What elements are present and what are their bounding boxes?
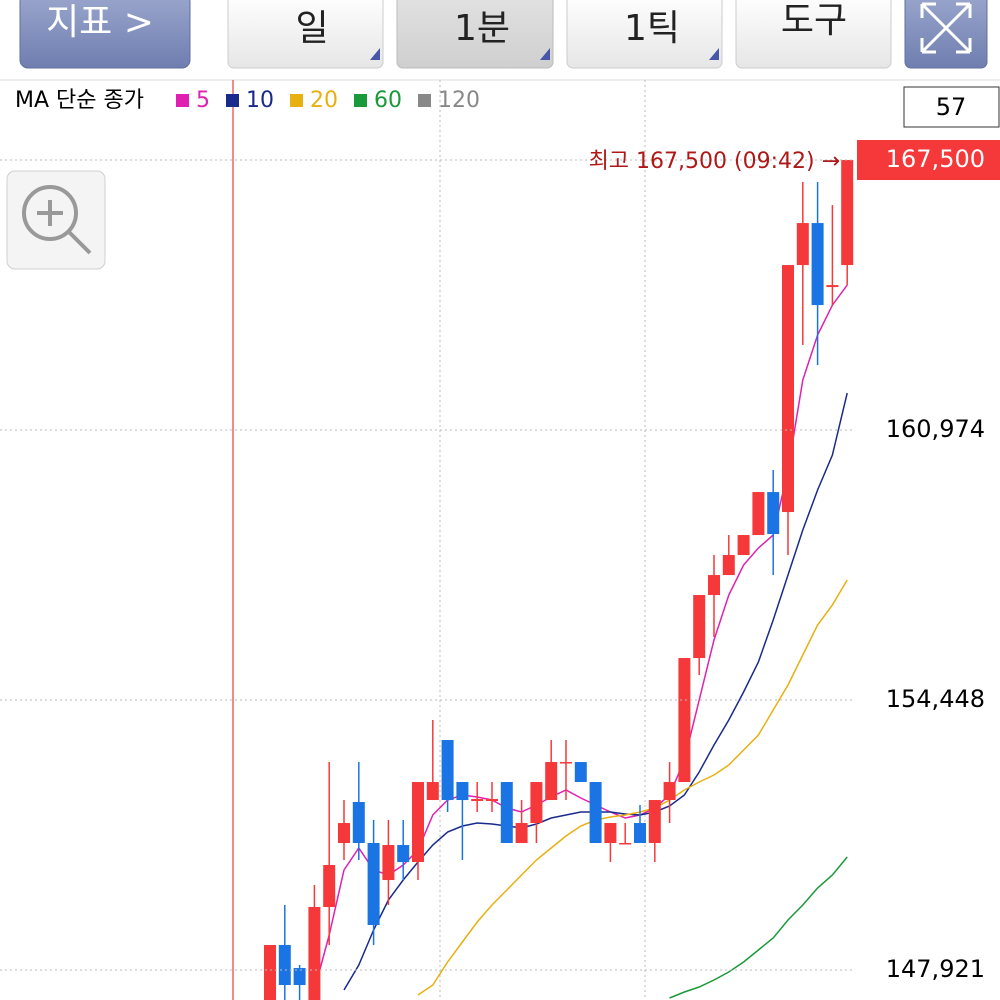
legend-swatch: [176, 94, 189, 107]
button-label[interactable]: 도구: [781, 0, 847, 41]
legend-swatch: [418, 94, 431, 107]
y-tick-label: 160,974: [886, 415, 985, 443]
interval-button[interactable]: [396, 0, 554, 69]
dropdown-mark: [709, 48, 719, 60]
period-button[interactable]: [227, 0, 384, 69]
candle-body: [471, 799, 484, 802]
countdown: 57: [936, 93, 967, 121]
legend-swatch: [290, 94, 303, 107]
candle-body: [500, 782, 513, 843]
candle-body: [574, 762, 587, 783]
ma-line: [343, 392, 848, 991]
price-tag-label: 167,500: [886, 145, 985, 173]
candle-body: [545, 762, 558, 801]
candle-body: [352, 802, 365, 843]
candle-body: [530, 782, 543, 824]
countdown-box: [903, 86, 1000, 128]
candle-body: [486, 799, 498, 802]
button-label[interactable]: 1분: [454, 8, 510, 49]
candle-body: [397, 845, 410, 863]
candle-body: [767, 492, 780, 535]
plot: [264, 160, 854, 1000]
candle-body: [264, 945, 276, 1000]
legend-title: MA 단순 종가: [15, 88, 144, 113]
dropdown-mark: [540, 48, 550, 60]
candle-body: [515, 823, 528, 843]
expand-icon: [920, 2, 972, 54]
candle-body: [278, 945, 291, 986]
candle-body: [796, 223, 809, 266]
legend-label: 120: [438, 88, 480, 113]
button-label[interactable]: 일: [295, 8, 328, 49]
ma-line: [669, 856, 848, 999]
button-label[interactable]: 지표 >: [46, 2, 154, 43]
toolbar: 지표 > 일 1분 1틱 도구: [19, 0, 988, 69]
candle-body: [323, 865, 336, 907]
button-label[interactable]: 1틱: [624, 8, 680, 49]
y-tick-label: 154,448: [886, 685, 985, 713]
candle-body: [456, 782, 469, 801]
candle-body: [293, 968, 306, 986]
legend-label: 60: [374, 88, 402, 113]
candle-body: [412, 782, 424, 863]
candle-body: [338, 823, 350, 843]
legend-label: 5: [196, 88, 210, 113]
candle-body: [841, 160, 854, 266]
candle-body: [634, 823, 646, 843]
candle-body: [308, 906, 321, 1000]
annotation: 최고 167,500 (09:42) →: [589, 149, 840, 174]
tick-button[interactable]: [566, 0, 723, 69]
candle-body: [663, 782, 676, 801]
legend-label: 20: [310, 88, 338, 113]
candle-body: [619, 842, 632, 845]
candle-body: [826, 285, 839, 288]
candle-body: [737, 535, 750, 556]
legend-swatch: [354, 94, 367, 107]
candle-body: [382, 845, 395, 881]
candle-body: [722, 555, 735, 576]
candle-body: [589, 782, 602, 843]
candle-body: [367, 842, 380, 925]
y-tick-label: 147,921: [886, 955, 985, 983]
legend: MA 단순 종가 5 10 20 60 120: [15, 88, 480, 113]
price-tag: [857, 140, 1000, 181]
expand-button[interactable]: [904, 0, 988, 69]
candle-body: [811, 223, 824, 306]
candle-body: [426, 782, 439, 801]
candle-body: [752, 492, 765, 536]
candle-body: [648, 800, 661, 843]
tools-button[interactable]: [735, 0, 892, 69]
candle-body: [604, 823, 617, 843]
legend-swatch: [226, 94, 239, 107]
legend-label: 10: [246, 88, 274, 113]
candle-body: [693, 595, 706, 659]
candle-body: [708, 575, 720, 596]
candle-body: [560, 762, 572, 764]
candle-body: [782, 265, 794, 513]
zoom-button[interactable]: [6, 170, 106, 270]
candle-body: [678, 658, 691, 783]
ma-line: [417, 579, 848, 996]
candle-body: [441, 740, 454, 801]
indicator-button[interactable]: [19, 0, 191, 69]
dropdown-mark: [370, 48, 380, 60]
